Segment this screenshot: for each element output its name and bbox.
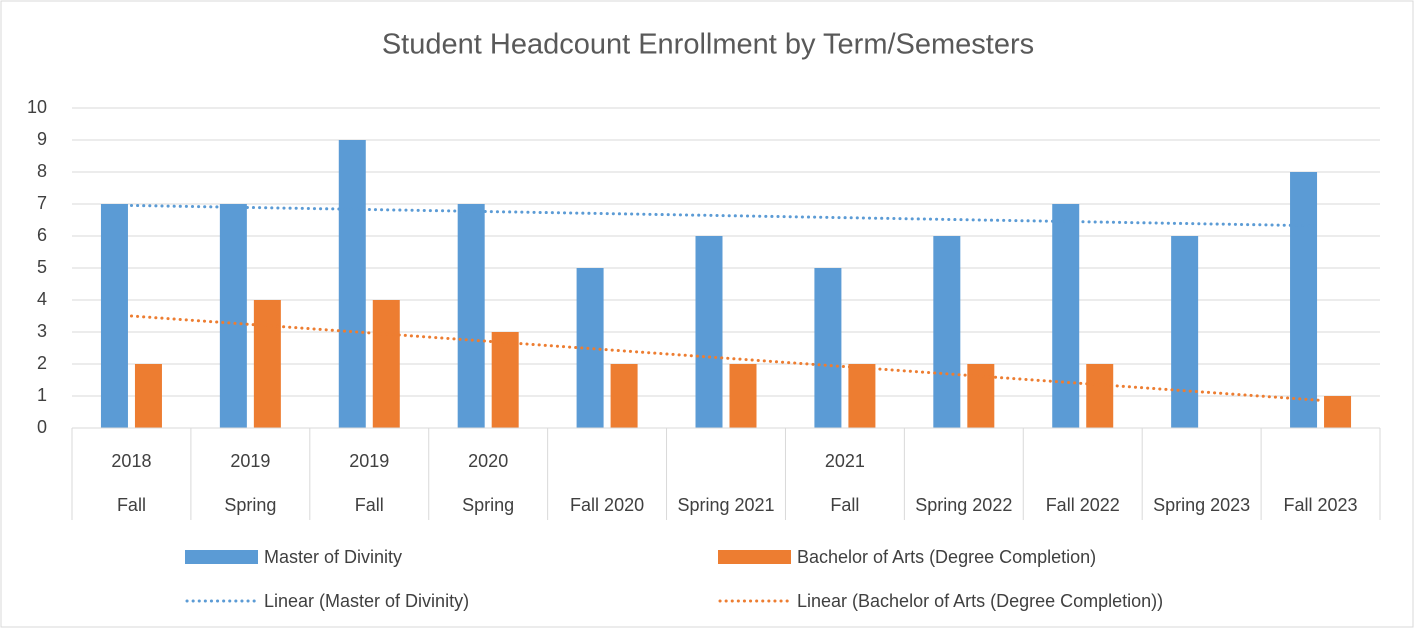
- legend-swatch: [185, 550, 258, 564]
- chart-title: Student Headcount Enrollment by Term/Sem…: [382, 29, 1034, 61]
- legend-label: Bachelor of Arts (Degree Completion): [797, 547, 1096, 567]
- x-tick-label: Spring 2023: [1153, 495, 1250, 515]
- bar: [1290, 172, 1318, 428]
- y-tick-label: 9: [37, 129, 47, 149]
- bar: [1171, 236, 1199, 428]
- y-tick-label: 6: [37, 225, 47, 245]
- x-tick-label: Fall 2022: [1046, 495, 1120, 515]
- x-tick-label: Fall: [117, 495, 146, 515]
- x-tick-label: Fall 2023: [1284, 495, 1358, 515]
- x-tick-label: Fall: [355, 495, 384, 515]
- bar: [457, 204, 485, 428]
- bar: [253, 300, 281, 428]
- bar: [967, 364, 995, 428]
- bar: [372, 300, 400, 428]
- y-tick-label: 3: [37, 321, 47, 341]
- x-group-label: 2019: [230, 451, 270, 471]
- bar: [848, 364, 876, 428]
- x-group-label: 2021: [825, 451, 865, 471]
- x-tick-label: Fall: [830, 495, 859, 515]
- x-tick-label: Spring 2022: [915, 495, 1012, 515]
- bar: [491, 332, 519, 428]
- y-tick-label: 7: [37, 193, 47, 213]
- x-tick-label: Spring: [224, 495, 276, 515]
- bar: [100, 204, 128, 428]
- bar: [695, 236, 723, 428]
- bar: [1052, 204, 1080, 428]
- x-group-label: 2020: [468, 451, 508, 471]
- bar: [338, 140, 366, 428]
- x-group-label: 2019: [349, 451, 389, 471]
- legend-label: Linear (Bachelor of Arts (Degree Complet…: [797, 591, 1163, 611]
- bar: [729, 364, 757, 428]
- bar: [1324, 396, 1352, 428]
- legend-swatch: [718, 550, 791, 564]
- bar: [134, 364, 162, 428]
- y-tick-label: 0: [37, 417, 47, 437]
- y-tick-label: 8: [37, 161, 47, 181]
- bar: [1086, 364, 1114, 428]
- bar: [933, 236, 961, 428]
- y-tick-label: 10: [27, 97, 47, 117]
- x-group-label: 2018: [111, 451, 151, 471]
- bar: [219, 204, 247, 428]
- trendline: [129, 314, 1323, 402]
- bar: [610, 364, 638, 428]
- y-tick-label: 2: [37, 353, 47, 373]
- legend-label: Master of Divinity: [264, 547, 402, 567]
- x-tick-label: Spring: [462, 495, 514, 515]
- legend-label: Linear (Master of Divinity): [264, 591, 469, 611]
- y-tick-label: 5: [37, 257, 47, 277]
- y-tick-label: 1: [37, 385, 47, 405]
- x-tick-label: Fall 2020: [570, 495, 644, 515]
- bar: [814, 268, 842, 428]
- x-tick-label: Spring 2021: [677, 495, 774, 515]
- y-tick-label: 4: [37, 289, 47, 309]
